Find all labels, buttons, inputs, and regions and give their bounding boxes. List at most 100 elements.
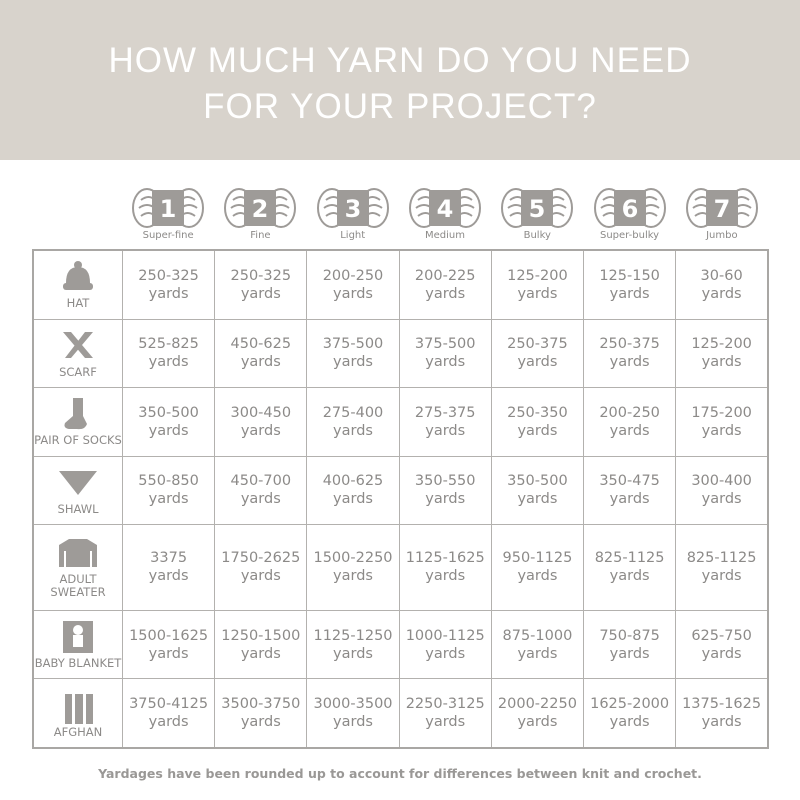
yardage-cell: 125-150 yards xyxy=(583,249,677,320)
yardage-cell: 1375-1625 yards xyxy=(675,678,769,749)
yardage-cell: 125-200 yards xyxy=(675,318,769,389)
yardage-cell: 175-200 yards xyxy=(675,387,769,457)
yardage-unit: yards xyxy=(240,422,281,439)
yardage-cell: 1125-1625 yards xyxy=(398,524,492,611)
yardage-value: 3500-3750 xyxy=(221,696,301,713)
sock-icon xyxy=(64,398,87,430)
yardage-value: 450-700 xyxy=(230,473,292,490)
weight-super-fine: 1 Super-fine xyxy=(122,186,214,246)
yardage-value: 1500-2250 xyxy=(313,550,393,567)
yardage-unit: yards xyxy=(609,285,650,302)
weight-label: Bulky xyxy=(523,230,551,241)
table-row: HAT 250-325 yards 250-325 yards 200-250 yards 2… xyxy=(32,249,769,320)
yardage-value: 250-375 xyxy=(507,336,568,353)
yarn-weight-header: 1 Super-fine 2 Fine 3 Light 4 Medium 5 Bulky … xyxy=(122,186,768,246)
project-cell: ADULT SWEATER xyxy=(32,524,123,611)
yardage-unit: yards xyxy=(701,714,742,731)
yardage-cell: 1750-2625 yards xyxy=(214,524,308,611)
weight-label: Fine xyxy=(250,230,271,241)
project-label: BABY BLANKET xyxy=(34,656,122,671)
yardage-cell: 1250-1500 yards xyxy=(214,609,308,680)
yardage-value: 350-550 xyxy=(414,473,476,490)
yardage-value: 1750-2625 xyxy=(221,550,301,567)
yardage-unit: yards xyxy=(333,422,373,439)
yardage-unit: yards xyxy=(240,354,281,371)
project-cell: AFGHAN xyxy=(32,678,123,749)
yardage-value: 1500-1625 xyxy=(129,627,209,644)
table-row: PAIR OF SOCKS 350-500 yards 300-450 yards 275… xyxy=(32,387,769,457)
yardage-cell: 200-250 yards xyxy=(306,249,400,320)
yardage-unit: yards xyxy=(240,714,281,731)
yardage-unit: yards xyxy=(517,714,558,731)
yardage-cell: 350-475 yards xyxy=(583,455,677,526)
yarn-skein-icon: 3 xyxy=(316,188,389,228)
yardage-value: 450-625 xyxy=(230,336,292,353)
yardage-cell: 300-450 yards xyxy=(214,387,308,457)
yardage-cell: 3750-4125 yards xyxy=(121,678,216,749)
yarn-skein-icon: 2 xyxy=(224,188,297,228)
yardage-unit: yards xyxy=(333,568,373,585)
yardage-unit: yards xyxy=(333,714,373,731)
yardage-value: 125-200 xyxy=(507,267,568,284)
yardage-value: 3000-3500 xyxy=(313,696,393,713)
yardage-unit: yards xyxy=(609,422,650,439)
yardage-cell: 3375 yards xyxy=(121,524,216,611)
yardage-value: 350-500 xyxy=(138,404,199,421)
yardage-cell: 350-500 yards xyxy=(121,387,216,457)
yardage-cell: 350-500 yards xyxy=(490,455,585,526)
weight-label: Super-fine xyxy=(142,230,194,241)
sweater-icon xyxy=(59,539,97,568)
yardage-value: 3750-4125 xyxy=(129,696,209,713)
yardage-value: 1625-2000 xyxy=(590,696,670,713)
yardage-unit: yards xyxy=(333,354,373,371)
yardage-value: 2000-2250 xyxy=(497,696,577,713)
yardage-unit: yards xyxy=(240,645,281,662)
project-cell: SCARF xyxy=(32,318,123,389)
page-title: HOW MUCH YARN DO YOU NEED FOR YOUR PROJE… xyxy=(0,38,800,130)
yardage-cell: 3000-3500 yards xyxy=(306,678,400,749)
yardage-value: 3375 xyxy=(150,550,188,567)
yardage-unit: yards xyxy=(148,285,189,302)
yardage-value: 825-1125 xyxy=(686,550,757,567)
yardage-value: 275-400 xyxy=(322,404,384,421)
weight-fine: 2 Fine xyxy=(214,186,306,246)
yardage-unit: yards xyxy=(517,285,558,302)
yardage-value: 350-475 xyxy=(599,473,660,490)
yardage-value: 300-400 xyxy=(691,473,752,490)
yardage-unit: yards xyxy=(701,491,742,508)
yardage-cell: 1000-1125 yards xyxy=(398,609,492,680)
yardage-unit: yards xyxy=(517,491,558,508)
yardage-cell: 200-225 yards xyxy=(398,249,492,320)
yardage-value: 2250-3125 xyxy=(405,696,485,713)
project-label: HAT xyxy=(66,296,90,311)
yardage-cell: 1500-1625 yards xyxy=(121,609,216,680)
yardage-unit: yards xyxy=(517,645,558,662)
title-line-1: HOW MUCH YARN DO YOU NEED xyxy=(108,41,692,80)
yardage-cell: 275-400 yards xyxy=(306,387,400,457)
yardage-unit: yards xyxy=(425,714,466,731)
yardage-cell: 250-350 yards xyxy=(490,387,585,457)
yardage-cell: 1500-2250 yards xyxy=(306,524,400,611)
yardage-value: 200-225 xyxy=(414,267,476,284)
weight-number: 3 xyxy=(344,195,361,223)
yardage-cell: 400-625 yards xyxy=(306,455,400,526)
yardage-value: 1125-1625 xyxy=(405,550,485,567)
weight-bulky: 5 Bulky xyxy=(491,186,583,246)
weight-label: Medium xyxy=(424,230,465,241)
project-cell: BABY BLANKET xyxy=(32,609,123,680)
yardage-cell: 375-500 yards xyxy=(398,318,492,389)
weight-number: 2 xyxy=(252,195,269,223)
header-banner xyxy=(0,0,800,160)
yardage-cell: 625-750 yards xyxy=(675,609,769,680)
weight-medium: 4 Medium xyxy=(399,186,491,246)
footnote: Yardages have been rounded up to account… xyxy=(98,766,702,781)
yardage-value: 400-625 xyxy=(322,473,384,490)
yardage-cell: 375-500 yards xyxy=(306,318,400,389)
yardage-cell: 200-250 yards xyxy=(583,387,677,457)
yardage-unit: yards xyxy=(517,354,558,371)
yardage-unit: yards xyxy=(333,645,373,662)
yardage-value: 300-450 xyxy=(230,404,292,421)
yardage-unit: yards xyxy=(425,491,466,508)
yardage-cell: 1125-1250 yards xyxy=(306,609,400,680)
weight-label: Jumbo xyxy=(706,230,738,241)
